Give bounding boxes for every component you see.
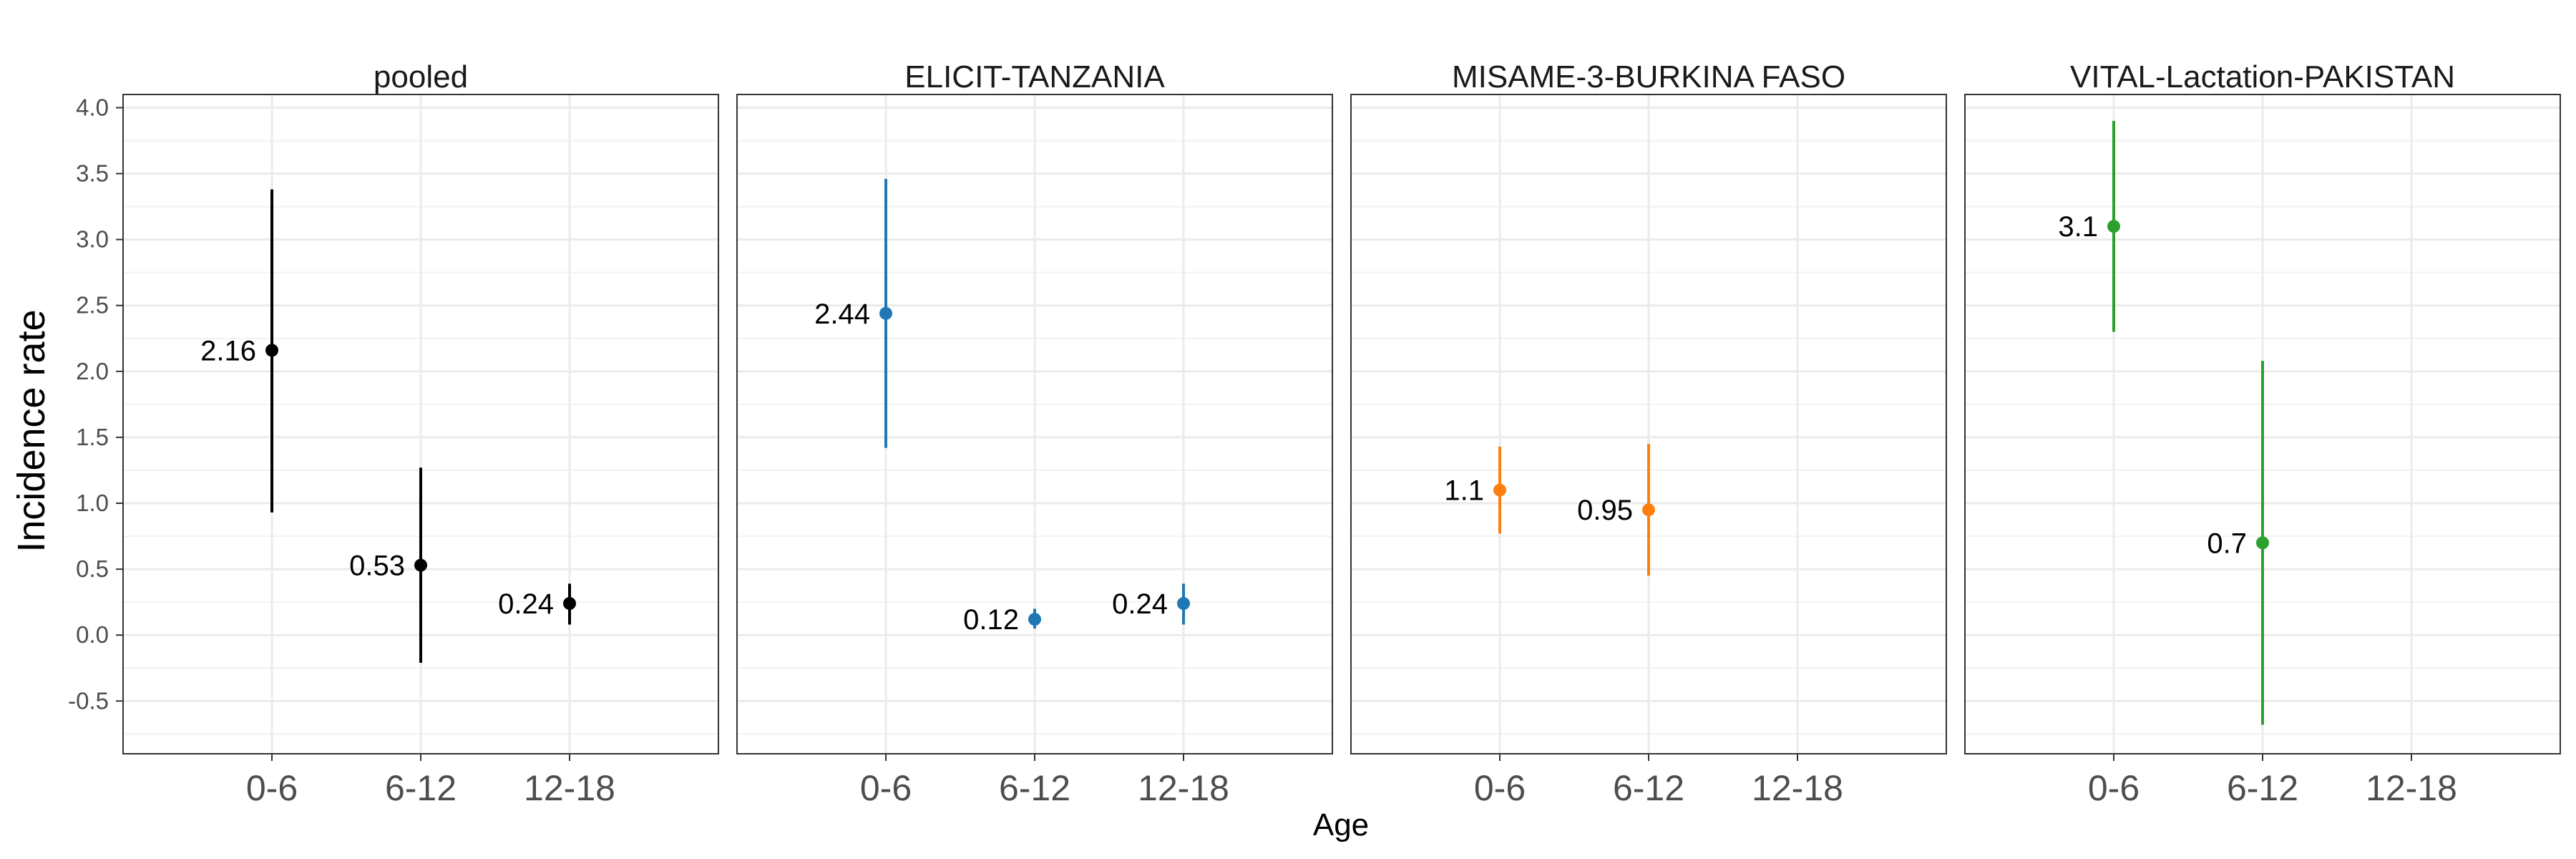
data-label: 0.12	[963, 604, 1019, 636]
y-tick-label: 2.0	[76, 358, 109, 384]
y-tick-label: 3.0	[76, 226, 109, 253]
data-label: 0.24	[1112, 588, 1168, 620]
y-axis: -0.5 0.0 0.5 1.0 1.5 2.0 2.5 3.0 3.5 4.0	[68, 94, 123, 714]
data-point	[414, 558, 427, 572]
x-tick-label: 6-12	[2227, 768, 2298, 808]
data-point	[1493, 483, 1506, 497]
y-tick-label: 0.5	[76, 555, 109, 582]
x-tick-label: 6-12	[999, 768, 1070, 808]
data-point	[879, 306, 892, 320]
y-tick-label: -0.5	[68, 687, 109, 714]
x-tick-label: 0-6	[246, 768, 298, 808]
panel-4: VITAL-Lactation-PAKISTAN 3.1 0.7 0-6 6-12 12-…	[1964, 59, 2561, 808]
panel-2: ELICIT-TANZANIA 2.44 0.12 0.24 0-6 6-12 12-18	[736, 59, 1333, 808]
data-label: 1.1	[1444, 475, 1484, 507]
x-tick-label: 0-6	[860, 768, 912, 808]
x-tick-label: 6-12	[1613, 768, 1684, 808]
y-tick-label: 3.5	[76, 160, 109, 187]
x-axis-title: Age	[1313, 807, 1369, 843]
x-tick-label: 12-18	[1138, 768, 1229, 808]
data-label: 3.1	[2058, 211, 2098, 243]
y-tick-label: 1.0	[76, 490, 109, 516]
data-point	[2107, 220, 2120, 233]
panel-title: MISAME-3-BURKINA FASO	[1452, 59, 1845, 94]
panel-1: pooled 2.16 0.53 0.24 0-6 6-12 12-18	[122, 59, 719, 808]
x-tick-label: 12-18	[2366, 768, 2457, 808]
x-tick-label: 12-18	[1752, 768, 1843, 808]
data-label: 2.44	[814, 299, 870, 330]
data-label: 0.53	[349, 550, 405, 582]
data-label: 0.95	[1577, 495, 1633, 526]
y-axis-title: Incidence rate	[10, 309, 53, 552]
data-label: 0.24	[498, 588, 554, 620]
x-tick-label: 0-6	[2088, 768, 2140, 808]
x-tick-label: 12-18	[524, 768, 615, 808]
panel-title: ELICIT-TANZANIA	[904, 59, 1165, 94]
data-label: 2.16	[200, 335, 256, 367]
panel-title: pooled	[374, 59, 468, 94]
data-point	[2256, 536, 2269, 550]
data-label: 0.7	[2207, 528, 2247, 559]
y-tick-label: 1.5	[76, 424, 109, 450]
panel-title: VITAL-Lactation-PAKISTAN	[2070, 59, 2455, 94]
x-tick-label: 0-6	[1474, 768, 1526, 808]
y-tick-label: 2.5	[76, 292, 109, 319]
data-point	[1642, 503, 1655, 517]
x-tick-label: 6-12	[385, 768, 457, 808]
y-tick-label: 4.0	[76, 94, 109, 120]
y-tick-label: 0.0	[76, 621, 109, 648]
data-point	[1028, 613, 1041, 626]
panel-3: MISAME-3-BURKINA FASO 1.1 0.95 0-6 6-12 12-18	[1350, 59, 1947, 808]
data-point	[563, 597, 576, 611]
data-point	[1177, 597, 1190, 611]
data-point	[265, 344, 278, 357]
